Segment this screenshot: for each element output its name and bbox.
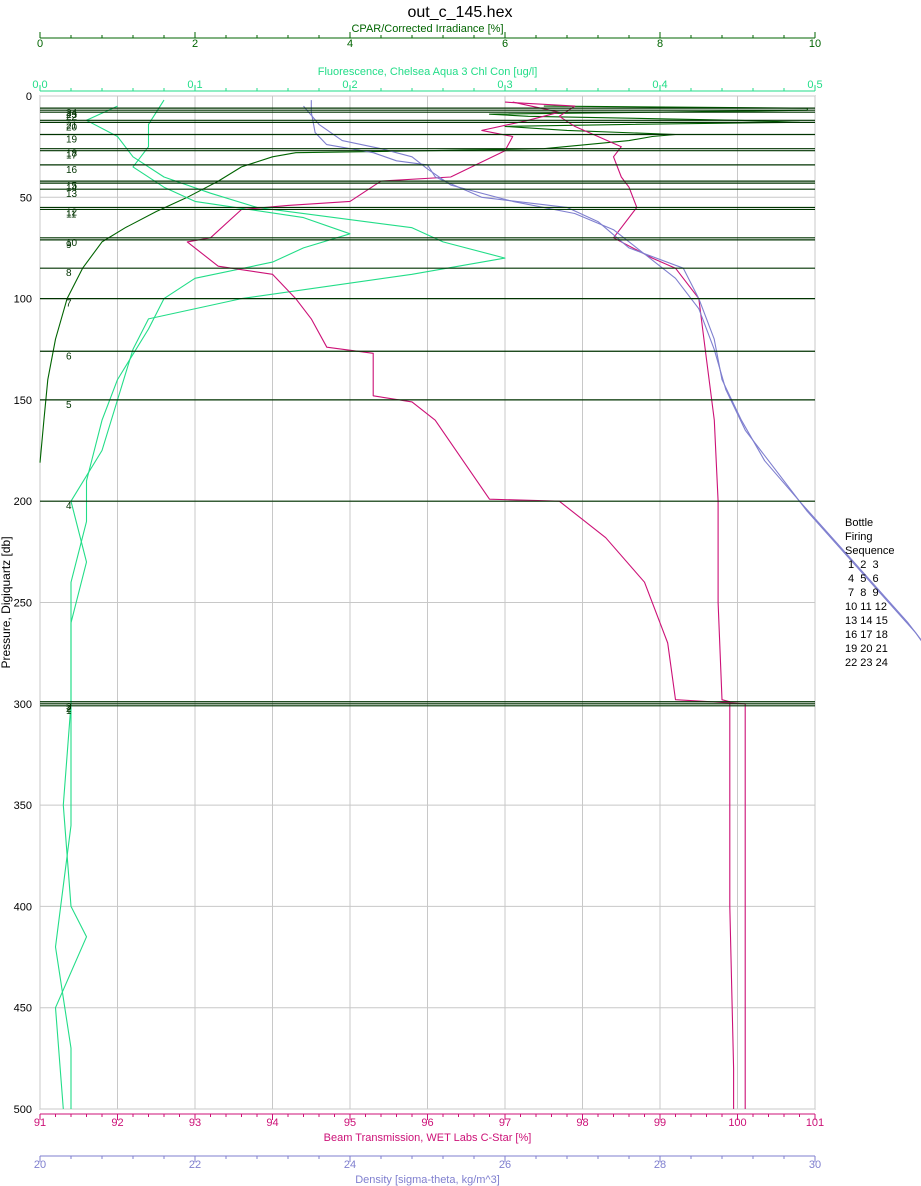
- x-tick-label: 26: [499, 1159, 511, 1171]
- bottle-label-24: 24: [66, 108, 78, 119]
- series-line-dens-6: [303, 105, 921, 642]
- x-tick-label: 96: [421, 1117, 433, 1129]
- y-tick-label: 250: [14, 598, 32, 610]
- x-tick-label: 28: [654, 1159, 666, 1171]
- x-tick-label: 0,5: [807, 79, 822, 91]
- y-tick-label: 450: [14, 1003, 32, 1015]
- bottle-label-16: 16: [66, 165, 78, 176]
- y-tick-label: 200: [14, 496, 32, 508]
- x-tick-label: 30: [809, 1159, 821, 1171]
- bottle-label-12: 12: [66, 207, 78, 218]
- y-tick-label: 300: [14, 699, 32, 711]
- x-tick-label: 0,3: [497, 79, 512, 91]
- x-tick-label: 24: [344, 1159, 356, 1171]
- x-tick-label: 0: [37, 38, 43, 50]
- legend-row: 10 11 12: [845, 601, 888, 613]
- x-tick-label: 22: [189, 1159, 201, 1171]
- x-tick-label: 4: [347, 38, 353, 50]
- x-tick-label: 20: [34, 1159, 46, 1171]
- bottle-label-2: 2: [66, 704, 72, 715]
- x-axis-title: Density [sigma-theta, kg/m^3]: [355, 1174, 500, 1186]
- x-tick-label: 10: [809, 38, 821, 50]
- x-tick-label: 99: [654, 1117, 666, 1129]
- y-tick-label: 50: [20, 192, 32, 204]
- legend-row: 13 14 15: [845, 615, 888, 627]
- bottle-label-21: 21: [66, 120, 78, 131]
- bottle-label-18: 18: [66, 149, 78, 160]
- x-tick-label: 94: [266, 1117, 278, 1129]
- x-tick-label: 98: [576, 1117, 588, 1129]
- grid-lines: [39, 95, 816, 1110]
- x-tick-label: 8: [657, 38, 663, 50]
- x-axis-title: CPAR/Corrected Irradiance [%]: [351, 23, 503, 35]
- series-line-bt-3: [504, 101, 735, 1109]
- bottle-label-23: 23: [66, 110, 78, 121]
- series-line-dens-5: [310, 100, 921, 641]
- y-axis-title: Pressure, Digiquartz [db]: [0, 536, 13, 668]
- legend-row: 7 8 9: [845, 587, 879, 599]
- x-tick-label: 6: [502, 38, 508, 50]
- legend-row: 16 17 18: [845, 629, 888, 641]
- bottle-label-15: 15: [66, 181, 78, 192]
- x-tick-label: 0,1: [187, 79, 202, 91]
- x-axis-bt: 91 92 93 94 95 96 97 98 99 100 101 Beam Transmissio…: [34, 1113, 824, 1144]
- y-tick-label: 350: [14, 800, 32, 812]
- x-tick-label: 97: [499, 1117, 511, 1129]
- legend-row: 19 20 21: [845, 643, 888, 655]
- bottle-label-1: 1: [66, 706, 72, 717]
- bottle-legend: Bottle Firing Sequence 1 2 3 4 5 6 7 8 9…: [845, 516, 895, 670]
- bottle-label-6: 6: [66, 351, 72, 362]
- x-axis-dens: 20 22 24 26 28 30 Density [sigma-theta, kg/m^3…: [34, 1155, 821, 1186]
- series-line-fl-2: [54, 99, 351, 1109]
- chart-title: out_c_145.hex: [408, 4, 513, 21]
- x-tick-label: 0,0: [32, 79, 47, 91]
- x-axis-title: Beam Transmission, WET Labs C-Star [%]: [324, 1132, 532, 1144]
- y-tick-label: 500: [14, 1104, 32, 1116]
- legend-row: 1 2 3: [845, 559, 879, 571]
- bottle-label-17: 17: [66, 151, 78, 162]
- legend-title-3: Sequence: [845, 545, 895, 557]
- y-tick-label: 100: [14, 294, 32, 306]
- legend-title-2: Firing: [845, 531, 873, 543]
- bottle-label-11: 11: [66, 209, 77, 220]
- x-tick-label: 92: [111, 1117, 123, 1129]
- x-tick-label: 91: [34, 1117, 46, 1129]
- series-line-bt-4: [186, 101, 746, 1109]
- data-series: [39, 99, 921, 1110]
- bottle-label-7: 7: [66, 299, 72, 310]
- x-axis-title: Fluorescence, Chelsea Aqua 3 Chl Con [ug…: [318, 66, 538, 78]
- x-tick-label: 93: [189, 1117, 201, 1129]
- axes: 050100150200250300350400450500Pressure, …: [0, 23, 824, 1186]
- x-tick-label: 0,2: [342, 79, 357, 91]
- series-line-par-0: [39, 105, 808, 463]
- bottle-label-8: 8: [66, 268, 72, 279]
- legend-title-1: Bottle: [845, 517, 874, 529]
- x-tick-label: 101: [806, 1117, 824, 1129]
- bottle-label-3: 3: [66, 702, 72, 713]
- y-tick-label: 400: [14, 901, 32, 913]
- x-axis-par: 0 2 4 6 8 10 CPAR/Corrected Irradiance [%]: [37, 23, 821, 50]
- bottle-label-19: 19: [66, 134, 78, 145]
- x-tick-label: 0,4: [652, 79, 667, 91]
- bottle-label-22: 22: [66, 112, 78, 123]
- x-tick-label: 95: [344, 1117, 356, 1129]
- legend-row: 22 23 24: [845, 657, 888, 669]
- bottle-label-13: 13: [66, 189, 78, 200]
- y-tick-label: 150: [14, 395, 32, 407]
- bottle-label-4: 4: [66, 501, 72, 512]
- x-tick-label: 2: [192, 38, 198, 50]
- series-line-fl-1: [54, 105, 506, 1110]
- bottle-label-10: 10: [66, 238, 78, 249]
- x-tick-label: 100: [728, 1117, 746, 1129]
- x-axis-fl: 0,0 0,1 0,2 0,3 0,4 0,5 Fluorescence, Chelsea …: [32, 66, 823, 92]
- bottle-label-9: 9: [66, 240, 72, 251]
- y-tick-label: 0: [26, 91, 32, 103]
- bottle-label-5: 5: [66, 400, 72, 411]
- legend-row: 4 5 6: [845, 573, 879, 585]
- bottle-label-20: 20: [66, 122, 78, 133]
